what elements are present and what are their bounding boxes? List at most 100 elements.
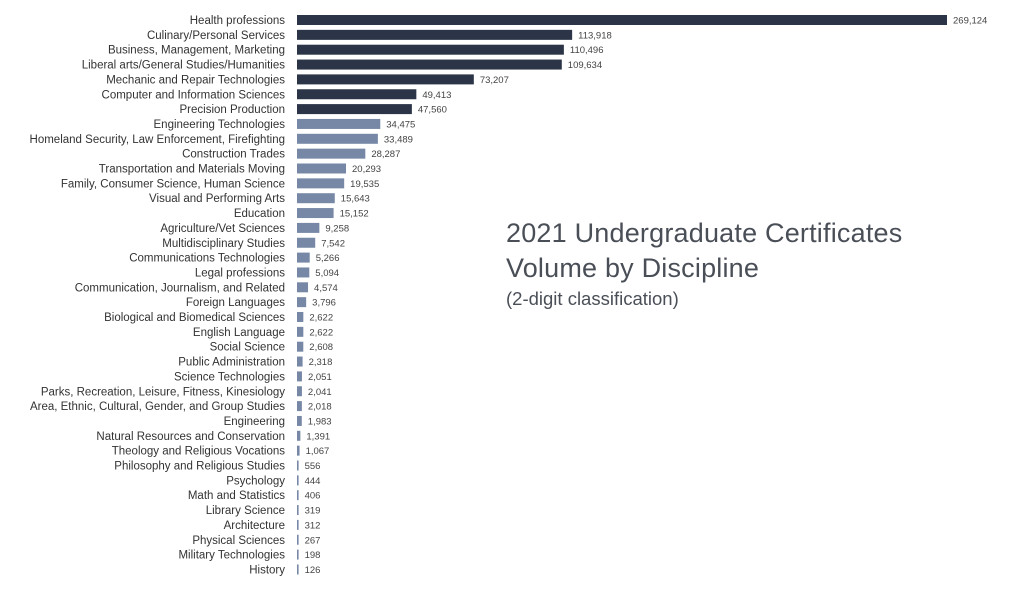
bar [297,267,310,278]
bar [297,178,345,189]
bar [297,445,300,456]
chart-title-line-1: 2021 Undergraduate Certificates [506,218,903,248]
value-label: 15,643 [341,194,370,205]
category-label: Multidisciplinary Studies [162,238,285,250]
bar [297,193,335,204]
category-label: Computer and Information Sciences [102,89,286,101]
bar [297,89,417,100]
bar [297,208,334,219]
value-label: 2,622 [309,313,333,324]
category-label: Psychology [226,475,285,487]
bar [297,312,304,322]
value-label: 269,124 [953,16,987,27]
value-label: 2,018 [308,402,332,413]
category-label: Legal professions [195,267,285,279]
value-label: 110,496 [570,45,604,56]
category-label: Library Science [206,505,285,517]
category-label: Construction Trades [182,149,285,161]
bar [297,29,573,40]
category-label: Parks, Recreation, Leisure, Fitness, Kin… [41,386,285,398]
category-label: Culinary/Personal Services [147,30,285,42]
bar [297,252,310,263]
value-label: 19,535 [350,179,379,190]
category-label: Military Technologies [178,550,285,562]
category-label: Communications Technologies [129,253,285,265]
value-label: 2,608 [309,342,333,353]
category-label: Philosophy and Religious Studies [114,461,285,473]
value-label: 49,413 [422,90,451,101]
value-label: 556 [305,461,321,472]
category-label: Engineering Technologies [154,119,286,131]
bar [297,430,301,441]
bar [297,163,347,174]
value-label: 406 [305,491,321,502]
bar [297,519,299,530]
bar [297,282,309,293]
bar [297,15,947,25]
category-label: English Language [193,327,285,339]
category-label: Business, Management, Marketing [108,45,285,57]
bar [297,59,562,70]
category-label: History [249,564,285,576]
value-label: 113,918 [578,30,612,41]
category-label: Mechanic and Repair Technologies [106,74,285,86]
value-label: 47,560 [418,105,447,116]
bar [297,490,299,501]
value-label: 109,634 [568,60,602,71]
bar [297,534,299,545]
category-label: Theology and Religious Vocations [112,446,286,458]
chart-subtitle: (2-digit classification) [506,288,679,309]
value-label: 9,258 [325,223,349,234]
value-label: 319 [305,506,321,517]
bar [297,505,299,516]
bar [297,297,307,308]
category-label: Math and Statistics [188,490,285,502]
chart-title-block: 2021 Undergraduate Certificates Volume b… [506,216,902,312]
category-label: Foreign Languages [186,297,285,309]
value-label: 33,489 [384,134,413,145]
value-label: 2,318 [309,357,333,368]
category-label: Family, Consumer Science, Human Science [61,178,285,190]
category-label: Education [234,208,285,220]
category-label: Communication, Journalism, and Related [75,282,285,294]
bar [297,401,302,412]
category-label: Biological and Biomedical Sciences [104,312,285,324]
value-label: 20,293 [352,164,381,175]
bar [297,222,320,233]
category-label: Transportation and Materials Moving [99,164,285,176]
value-label: 1,067 [306,446,330,457]
category-label: Physical Sciences [192,535,285,547]
bar [297,74,474,85]
bar [297,549,299,560]
value-label: 2,041 [308,387,332,398]
value-label: 15,152 [340,209,369,220]
value-label: 1,391 [306,431,330,442]
bar [297,386,302,397]
bar [297,341,304,352]
category-label: Engineering [224,416,285,428]
bar [297,237,316,248]
value-label: 267 [305,535,321,546]
category-label: Science Technologies [174,371,285,383]
bar [297,44,564,55]
category-label: Precision Production [180,104,285,116]
category-label: Homeland Security, Law Enforcement, Fire… [30,134,285,146]
category-label: Liberal arts/General Studies/Humanities [82,60,286,72]
category-label: Natural Resources and Conservation [96,431,285,443]
value-label: 444 [305,476,321,487]
bar [297,148,366,159]
value-label: 4,574 [314,283,338,294]
bar [297,133,378,144]
category-label: Social Science [210,342,285,354]
value-label: 312 [305,520,321,531]
category-label: Visual and Performing Arts [149,193,285,205]
bar [297,564,299,575]
bar [297,460,299,471]
bar [297,104,412,115]
chart-title-line-2: Volume by Discipline [506,253,760,283]
value-label: 5,094 [315,268,339,279]
bar [297,475,299,486]
bar [297,356,303,367]
bar [297,118,381,129]
